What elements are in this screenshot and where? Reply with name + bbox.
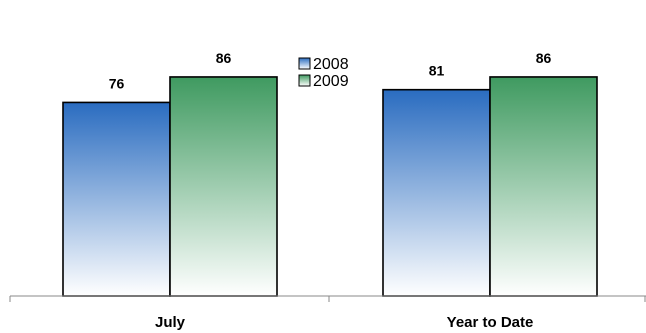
bar-year-to-date-2009 [489, 76, 598, 297]
data-label: 81 [429, 63, 445, 79]
bar-july-2008 [62, 101, 171, 297]
data-label: 76 [109, 75, 125, 91]
bar-july-2009 [169, 76, 278, 297]
x-tick-label: Year to Date [447, 314, 534, 331]
bar-year-to-date-2008 [382, 88, 491, 297]
bars-group: 76 86 81 86 [62, 50, 598, 297]
x-axis: July Year to Date [9, 295, 646, 331]
data-label: 86 [216, 50, 232, 66]
legend-label-2008: 2008 [313, 56, 349, 73]
legend-swatch-2009 [298, 74, 311, 87]
data-label: 86 [536, 50, 552, 66]
legend-label-2009: 2009 [313, 73, 349, 90]
x-tick-label: July [155, 314, 186, 331]
legend-swatch-2008 [298, 57, 311, 70]
